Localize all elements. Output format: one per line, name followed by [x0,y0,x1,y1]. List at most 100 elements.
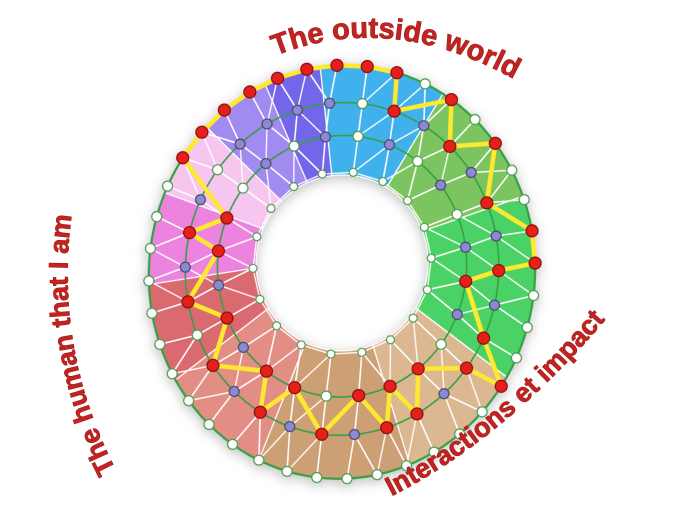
node [291,104,303,116]
node [211,164,224,176]
yellow-edge [185,299,230,321]
node [419,78,431,90]
node [360,59,374,74]
node [323,97,336,109]
mesh-line [258,412,262,461]
node [144,242,157,255]
mesh-line [423,227,432,259]
node [476,331,491,345]
yellow-edge [210,363,269,374]
yellow-edge [391,97,454,114]
mesh-line [361,339,391,353]
node [217,103,231,117]
label-human-that-i-am: The human that I am [44,213,122,481]
nodes-group [143,58,542,485]
mesh-line [150,247,186,268]
yellow-edge [210,315,230,368]
node [422,285,432,295]
node [166,368,178,380]
yellow-edge [292,385,325,437]
mesh-line [293,173,323,188]
mesh-line [412,289,429,319]
node [383,139,396,151]
mesh-line [321,136,327,175]
mesh-line [266,78,279,125]
yellow-edge [447,97,454,149]
mesh-line [201,131,219,171]
mesh-line [148,280,189,303]
mesh-line [407,184,442,202]
mesh-line [416,125,425,162]
mesh-line [188,390,235,402]
yellow-edge [319,393,361,437]
node [183,395,195,407]
mesh-line [426,258,432,290]
node [253,454,265,466]
mesh-line [239,144,244,189]
node [352,130,364,142]
node [220,211,234,225]
yellow-edge [356,393,390,430]
node [451,308,463,321]
node [161,180,174,192]
mesh-line [412,317,442,345]
mesh-line [486,169,513,204]
node [182,226,197,240]
node [255,294,265,304]
mesh-line [352,144,390,173]
node [492,263,506,278]
node [390,66,404,80]
node [378,176,388,187]
mesh-line [393,83,426,112]
mesh-line [243,325,278,348]
mesh-line [465,246,500,272]
node [465,166,477,179]
node [243,85,257,99]
node [419,222,429,232]
mesh-line [440,146,451,186]
mesh-line [208,391,235,425]
node [237,182,249,194]
mesh-line [171,334,198,375]
mesh-line [293,146,295,187]
node [371,469,383,481]
node [237,341,249,353]
node [356,98,368,110]
node [518,194,530,206]
node [459,361,474,375]
mesh-line [405,413,418,466]
mesh-line [252,268,261,300]
mesh-line [390,317,414,341]
node [400,460,413,472]
yellow-edge [185,248,221,305]
mesh-line [416,413,435,453]
mesh-line [426,289,458,316]
node [444,93,459,107]
node [428,446,440,458]
node [488,299,501,311]
mesh-line [293,344,303,388]
mesh-line [456,213,497,237]
mesh-line [361,72,398,105]
yellow-edge [463,279,486,341]
mesh-line [353,171,384,183]
mesh-line [382,144,391,182]
node [284,420,296,433]
node [220,311,234,325]
node [319,131,332,143]
mesh-line [495,235,536,264]
node [341,473,353,485]
mesh-line [498,270,534,297]
mesh-line [412,318,419,369]
mesh-line [252,236,258,269]
yellow-edge [258,385,297,415]
mesh-line [259,298,278,327]
mesh-line [265,163,295,188]
mesh-line [325,353,332,397]
mesh-line [150,231,190,250]
mesh-line [306,68,331,104]
node [320,390,332,402]
node [211,244,226,258]
mesh-line [270,186,295,209]
